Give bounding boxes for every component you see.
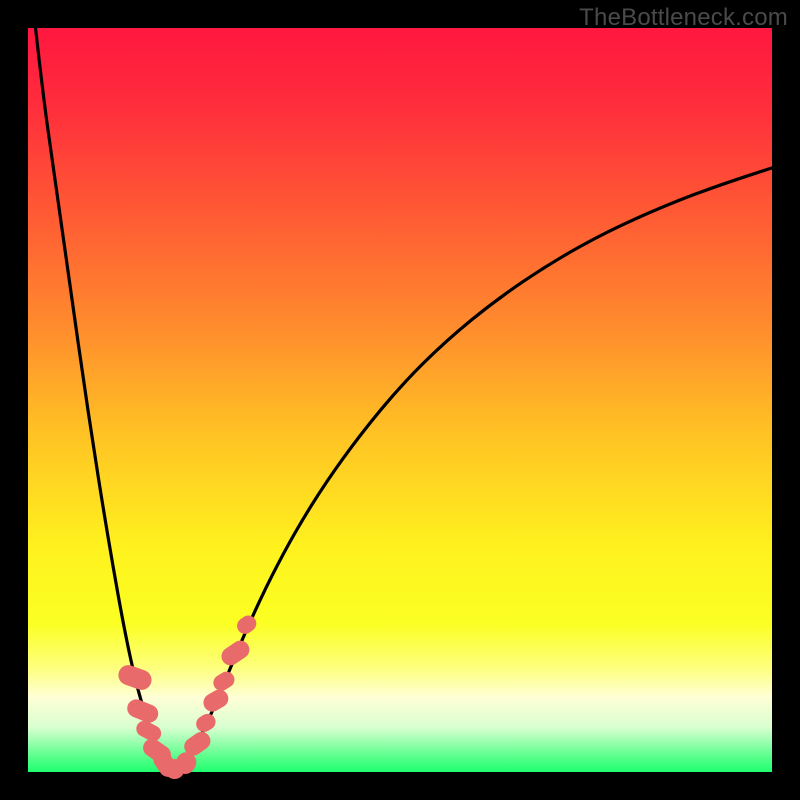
chart-container: TheBottleneck.com — [0, 0, 800, 800]
plot-background — [28, 28, 772, 772]
chart-svg — [0, 0, 800, 800]
